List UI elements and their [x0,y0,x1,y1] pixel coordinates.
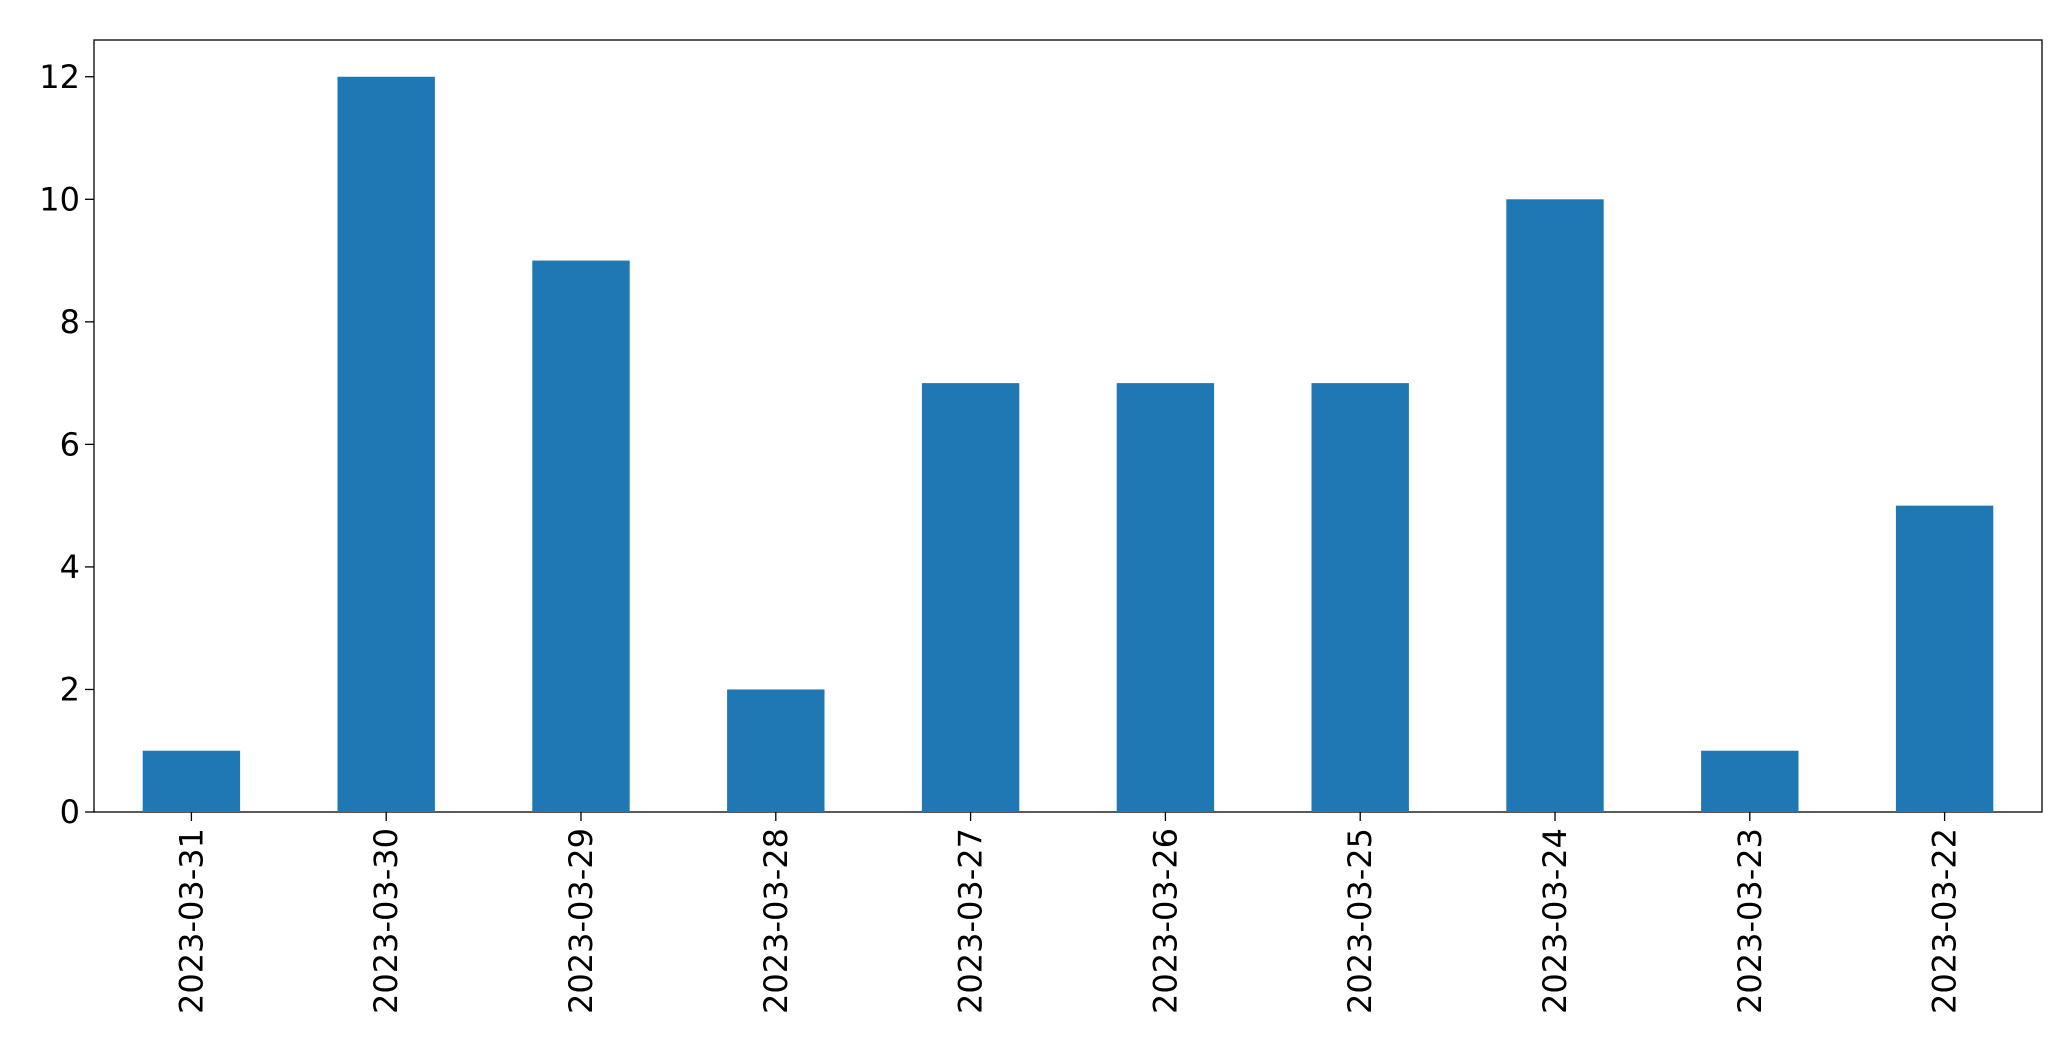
bar [1311,383,1409,812]
bar [1506,199,1604,813]
bar [1116,383,1215,812]
x-tick-label: 2023-03-29 [562,828,600,1014]
y-tick-label: 6 [60,425,80,463]
x-tick-label: 2023-03-25 [1341,828,1379,1014]
x-tick-label: 2023-03-26 [1146,828,1184,1014]
bar [532,260,630,813]
y-tick-label: 8 [60,303,80,341]
x-tick-label: 2023-03-22 [1926,828,1964,1014]
bar [1701,750,1799,812]
bar [337,76,435,812]
plot-frame [93,39,2043,813]
bar [727,689,825,812]
x-tick-label: 2023-03-24 [1536,828,1574,1014]
bar [1895,505,1994,812]
y-tick-label: 0 [60,793,80,831]
y-tick-label: 12 [39,58,80,96]
y-tick-label: 4 [60,548,80,586]
x-tick-label: 2023-03-28 [757,828,795,1014]
y-tick-label: 10 [39,180,80,218]
y-tick-label: 2 [60,670,80,708]
x-tick-label: 2023-03-30 [367,828,405,1014]
x-tick-label: 2023-03-23 [1731,828,1769,1014]
x-tick-label: 2023-03-27 [952,828,990,1014]
bar [921,383,1020,812]
bar [142,750,241,812]
x-tick-label: 2023-03-31 [172,828,210,1014]
